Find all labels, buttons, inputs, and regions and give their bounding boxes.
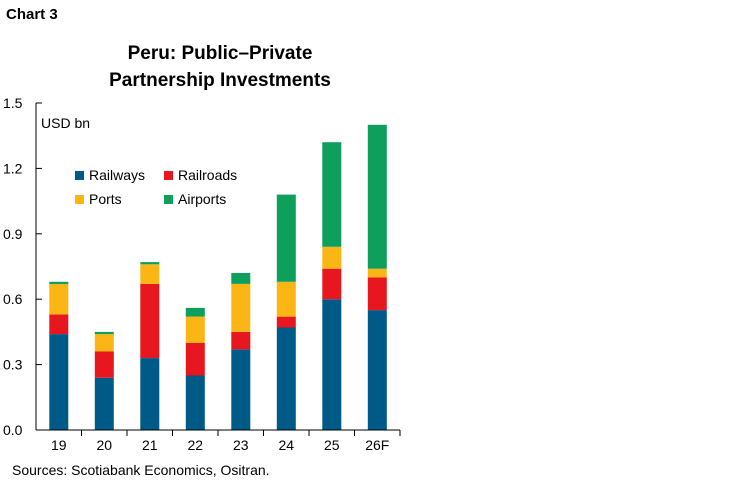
x-tick-label: 24 bbox=[278, 437, 294, 453]
bar-airports-19 bbox=[49, 281, 69, 284]
bars-group bbox=[49, 124, 387, 430]
chart-title-line-1: Peru: Public–Private bbox=[127, 43, 313, 64]
bar-railways-23 bbox=[231, 349, 251, 430]
bar-railways-24 bbox=[276, 327, 296, 430]
y-tick-label: 0.6 bbox=[3, 291, 23, 307]
bar-railroads-22 bbox=[185, 342, 205, 376]
x-tick-label: 22 bbox=[187, 437, 203, 453]
bar-airports-21 bbox=[140, 262, 160, 265]
bar-airports-25 bbox=[322, 142, 342, 247]
y-tick-label: 0.0 bbox=[3, 422, 23, 438]
legend-label-ports: Ports bbox=[89, 191, 122, 207]
bar-railroads-24 bbox=[276, 316, 296, 328]
legend-swatch-airports bbox=[164, 195, 173, 204]
bar-railroads-21 bbox=[140, 283, 160, 358]
bar-railroads-25 bbox=[322, 268, 342, 300]
bar-ports-23 bbox=[231, 283, 251, 332]
chart-title-line-2: Partnership Investments bbox=[109, 70, 331, 91]
bar-airports-26f bbox=[367, 124, 387, 269]
chart-label: Chart 3 bbox=[6, 6, 58, 23]
legend-swatch-railroads bbox=[164, 171, 173, 180]
bar-railroads-19 bbox=[49, 314, 69, 335]
y-tick-label: 0.9 bbox=[3, 226, 23, 242]
bar-railroads-23 bbox=[231, 331, 251, 350]
bar-railways-22 bbox=[185, 375, 205, 430]
bar-ports-24 bbox=[276, 281, 296, 317]
legend-label-railroads: Railroads bbox=[178, 167, 237, 183]
legend-swatch-railways bbox=[75, 171, 84, 180]
chart-title: Peru: Public–Private Partnership Investm… bbox=[40, 40, 400, 94]
x-tick-label: 19 bbox=[51, 437, 67, 453]
legend: Railways Railroads Ports Airports bbox=[75, 167, 237, 207]
bar-ports-19 bbox=[49, 283, 69, 315]
bar-ports-21 bbox=[140, 264, 160, 284]
bar-airports-23 bbox=[231, 273, 251, 284]
y-axis-label: USD bn bbox=[41, 115, 90, 131]
x-tick-label: 25 bbox=[324, 437, 340, 453]
bar-railways-26f bbox=[367, 310, 387, 430]
bar-airports-20 bbox=[94, 331, 114, 335]
bar-railways-25 bbox=[322, 299, 342, 430]
x-tick-label: 21 bbox=[142, 437, 158, 453]
bar-railways-20 bbox=[94, 377, 114, 430]
y-tick-label: 1.5 bbox=[3, 95, 23, 111]
source-note: Sources: Scotiabank Economics, Ositran. bbox=[12, 462, 270, 478]
bar-airports-24 bbox=[276, 194, 296, 282]
bar-railroads-20 bbox=[94, 351, 114, 378]
legend-label-airports: Airports bbox=[178, 191, 226, 207]
bar-airports-22 bbox=[185, 307, 205, 317]
bar-ports-22 bbox=[185, 316, 205, 343]
axes-group: 0.0 0.3 0.6 0.9 1.2 1.5 19 20 21 22 23 24 25 26F bbox=[3, 95, 401, 453]
bar-ports-25 bbox=[322, 246, 342, 269]
legend-swatch-ports bbox=[75, 195, 84, 204]
x-tick-label: 23 bbox=[233, 437, 249, 453]
bar-railways-21 bbox=[140, 358, 160, 430]
x-tick-label: 20 bbox=[96, 437, 112, 453]
bar-railways-19 bbox=[49, 334, 69, 430]
legend-label-railways: Railways bbox=[89, 167, 145, 183]
bar-ports-26f bbox=[367, 268, 387, 278]
bar-ports-20 bbox=[94, 334, 114, 352]
bar-railroads-26f bbox=[367, 277, 387, 311]
x-tick-label: 26F bbox=[365, 437, 389, 453]
y-tick-label: 1.2 bbox=[3, 160, 23, 176]
y-tick-label: 0.3 bbox=[3, 357, 23, 373]
